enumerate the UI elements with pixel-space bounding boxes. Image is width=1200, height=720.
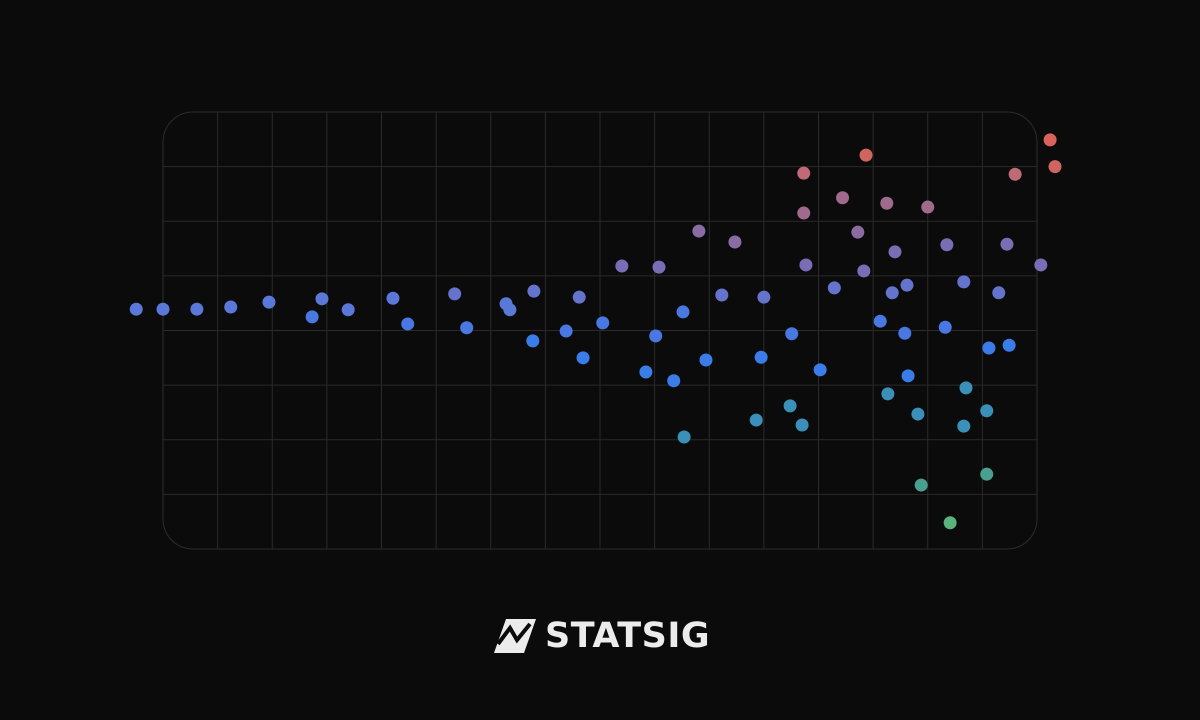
data-point bbox=[1043, 133, 1057, 147]
data-point bbox=[857, 264, 871, 278]
data-point bbox=[757, 290, 771, 304]
data-point bbox=[572, 290, 586, 304]
data-point bbox=[224, 300, 238, 314]
data-point bbox=[503, 303, 517, 317]
data-point bbox=[992, 286, 1006, 300]
data-point bbox=[799, 258, 813, 272]
data-point bbox=[341, 303, 355, 317]
data-point bbox=[639, 365, 653, 379]
data-point bbox=[305, 310, 319, 324]
data-point bbox=[797, 206, 811, 220]
logo-text: STATSIG bbox=[545, 616, 710, 656]
data-point bbox=[938, 320, 952, 334]
data-point bbox=[386, 291, 400, 305]
data-point bbox=[677, 430, 691, 444]
data-point bbox=[667, 374, 681, 388]
data-point bbox=[957, 275, 971, 289]
data-point bbox=[1034, 258, 1048, 272]
data-point bbox=[880, 196, 894, 210]
logo: STATSIG bbox=[494, 616, 710, 656]
data-point bbox=[873, 314, 887, 328]
data-point bbox=[559, 324, 573, 338]
data-point bbox=[460, 321, 474, 335]
data-point bbox=[898, 326, 912, 340]
data-point bbox=[527, 284, 541, 298]
data-point bbox=[859, 148, 873, 162]
data-point bbox=[596, 316, 610, 330]
data-point bbox=[813, 363, 827, 377]
data-point bbox=[749, 413, 763, 427]
data-point bbox=[911, 407, 925, 421]
data-point bbox=[1000, 237, 1014, 251]
data-point bbox=[576, 351, 590, 365]
data-point bbox=[262, 295, 276, 309]
data-point bbox=[1048, 160, 1062, 174]
data-point bbox=[615, 259, 629, 273]
data-point bbox=[754, 350, 768, 364]
data-point bbox=[129, 302, 143, 316]
data-point bbox=[885, 286, 899, 300]
data-point bbox=[156, 302, 170, 316]
data-point bbox=[783, 399, 797, 413]
grid bbox=[163, 112, 1037, 549]
data-point bbox=[649, 329, 663, 343]
data-point bbox=[881, 387, 895, 401]
data-point bbox=[785, 327, 799, 341]
data-point bbox=[1008, 167, 1022, 181]
data-point bbox=[957, 419, 971, 433]
data-point bbox=[900, 278, 914, 292]
data-point bbox=[921, 200, 935, 214]
data-point bbox=[190, 302, 204, 316]
data-point bbox=[980, 404, 994, 418]
data-point bbox=[940, 238, 954, 252]
data-point bbox=[836, 191, 850, 205]
logo-icon bbox=[494, 619, 536, 653]
data-point bbox=[448, 287, 462, 301]
data-point bbox=[827, 281, 841, 295]
data-point bbox=[692, 224, 706, 238]
data-point bbox=[851, 225, 865, 239]
data-point bbox=[943, 516, 957, 530]
data-point bbox=[401, 317, 415, 331]
data-point bbox=[959, 381, 973, 395]
data-point bbox=[888, 245, 902, 259]
data-point bbox=[901, 369, 915, 383]
data-point bbox=[715, 288, 729, 302]
data-point bbox=[699, 353, 713, 367]
data-point bbox=[315, 292, 329, 306]
data-point bbox=[1002, 338, 1016, 352]
data-point bbox=[980, 467, 994, 481]
data-point bbox=[797, 166, 811, 180]
data-point bbox=[676, 305, 690, 319]
data-point bbox=[728, 235, 742, 249]
points bbox=[129, 133, 1062, 530]
data-point bbox=[914, 478, 928, 492]
data-point bbox=[652, 260, 666, 274]
data-point bbox=[982, 341, 996, 355]
data-point bbox=[795, 418, 809, 432]
data-point bbox=[526, 334, 540, 348]
plot-frame bbox=[162, 111, 1038, 550]
